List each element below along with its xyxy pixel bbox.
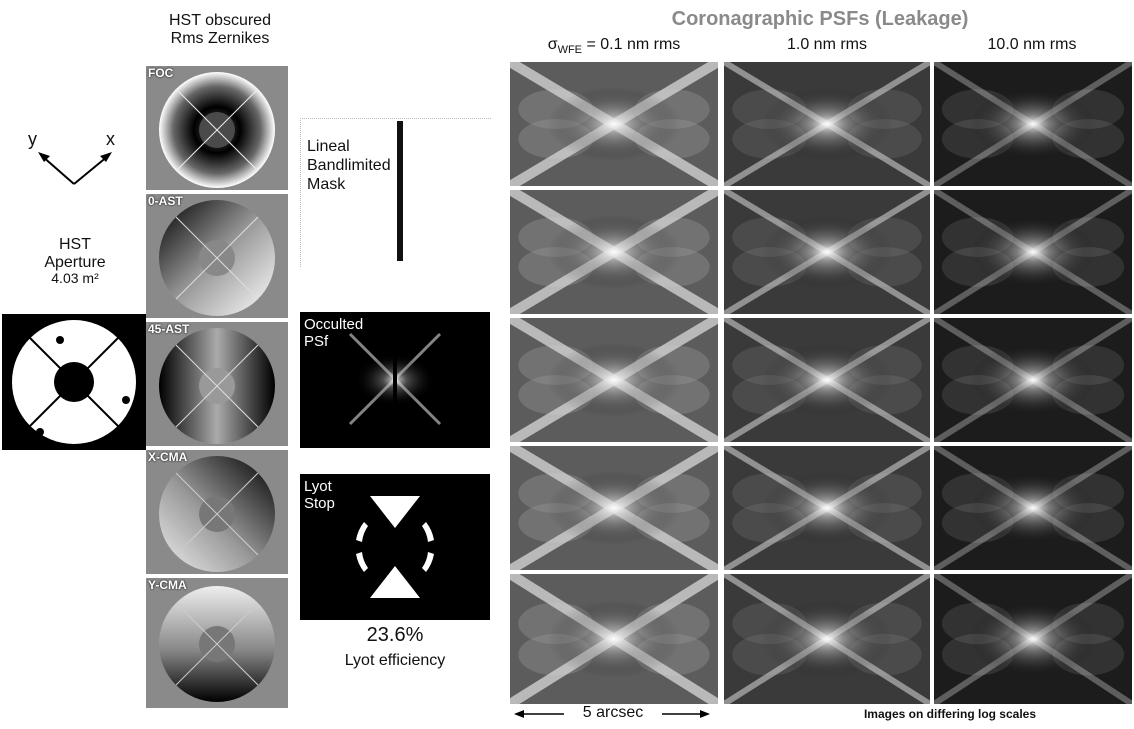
lyot-label: Lyot Stop <box>304 478 335 513</box>
zernike-ycma-label: Y-CMA <box>148 578 187 592</box>
lyot-efficiency-value: 23.6% <box>366 624 424 646</box>
psf-image <box>724 318 930 442</box>
zernikes-title-line1: HST obscured <box>169 12 271 29</box>
column-header-2: 1.0 nm rms <box>786 36 867 53</box>
lyot-label-line2: Stop <box>304 495 335 513</box>
zernike-xcma-label: X-CMA <box>148 450 188 464</box>
psf-image <box>510 190 718 314</box>
orientation-axes: y x <box>28 128 128 198</box>
psf-image <box>724 190 930 314</box>
psf-image <box>934 62 1132 186</box>
lyot-label-line1: Lyot <box>304 478 332 495</box>
axis-arrows-icon <box>38 152 112 185</box>
psf-image <box>510 446 718 570</box>
occulted-label-line2: PSf <box>304 333 329 351</box>
psf-image <box>934 318 1132 442</box>
mask-label-line1: Lineal <box>307 138 350 155</box>
zernikes-title: HST obscured Rms Zernikes <box>140 12 300 47</box>
psf-image <box>510 574 718 704</box>
psf-image <box>724 62 930 186</box>
zernike-ycma-tile: Y-CMA <box>146 578 288 708</box>
grid-title: Coronagraphic PSFs (Leakage) <box>671 8 969 30</box>
zernike-xcma-tile: X-CMA <box>146 450 288 574</box>
psf-image <box>724 574 930 704</box>
lyot-efficiency-label: Lyot efficiency <box>344 652 446 669</box>
column-header-1: σWFE = 0.1 nm rms <box>508 36 720 56</box>
zernike-foc-label: FOC <box>148 66 174 80</box>
occulted-label: Occulted PSf <box>304 316 363 351</box>
psf-image <box>510 318 718 442</box>
psf-image <box>510 62 718 186</box>
column-header-1-text: = 0.1 nm rms <box>582 36 681 53</box>
zernikes-title-line2: Rms Zernikes <box>170 29 270 47</box>
lyot-stop-image <box>356 496 434 598</box>
zernike-0ast-tile: 0-AST <box>146 194 288 318</box>
psf-grid <box>510 62 1132 704</box>
hst-aperture-image <box>2 314 146 450</box>
column-header-3: 10.0 nm rms <box>987 36 1077 53</box>
scale-bar: 5 arcsec <box>512 704 712 724</box>
scale-arrow-icon <box>514 710 710 718</box>
psf-image <box>934 190 1132 314</box>
psf-image <box>724 446 930 570</box>
lyot-stop-panel: Lyot Stop <box>300 474 490 620</box>
occulted-psf-image <box>348 332 442 426</box>
occulted-label-line1: Occulted <box>304 316 364 333</box>
zernike-foc-tile: FOC <box>146 66 288 190</box>
aperture-title-line2: Aperture <box>44 253 106 271</box>
scale-label: 5 arcsec <box>582 704 644 721</box>
sigma-subscript: WFE <box>557 44 583 57</box>
aperture-title: HST Aperture 4.03 m² <box>20 236 130 287</box>
zernike-45ast-tile: 45-AST <box>146 322 288 446</box>
axis-x-label: x <box>106 129 115 149</box>
psf-image <box>934 446 1132 570</box>
axis-y-label: y <box>28 129 37 149</box>
sigma-symbol: σ <box>547 36 558 53</box>
mask-bar <box>397 121 403 261</box>
zernike-column: FOC 0-AST <box>146 66 288 726</box>
aperture-title-line1: HST <box>59 236 91 253</box>
aperture-area: 4.03 m² <box>51 270 99 287</box>
mask-label-line2: Bandlimited <box>307 157 391 175</box>
grid-footer: Images on differing log scales <box>863 707 1037 721</box>
bandlimited-mask-panel: Lineal Bandlimited Mask <box>300 118 491 267</box>
zernike-0ast-label: 0-AST <box>148 194 183 208</box>
mask-label-line3: Mask <box>307 176 346 194</box>
mask-label: Lineal Bandlimited Mask <box>307 137 391 195</box>
occulted-psf-panel: Occulted PSf <box>300 312 490 448</box>
zernike-45ast-label: 45-AST <box>148 322 190 336</box>
psf-image <box>934 574 1132 704</box>
